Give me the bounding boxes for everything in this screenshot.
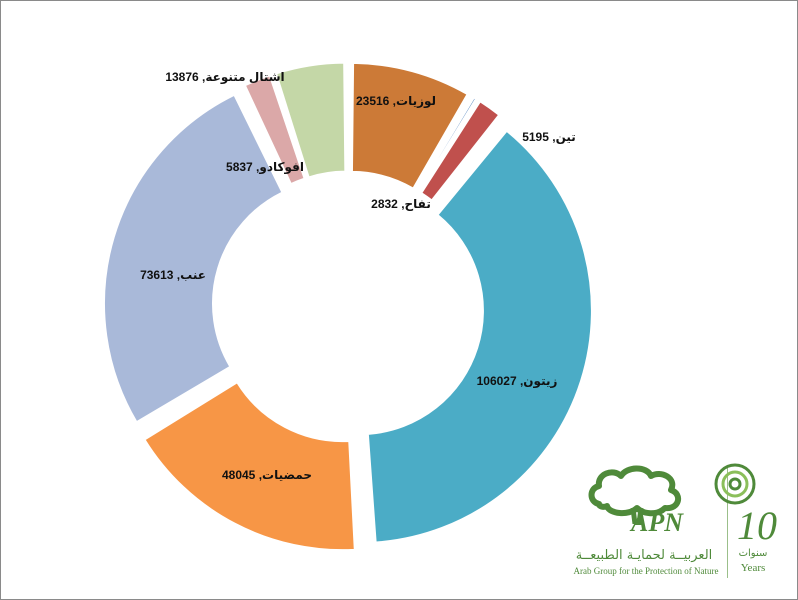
anniversary-english: Years bbox=[740, 562, 766, 574]
arabic-org-name: العربيــة لحمايـة الطبيعــة bbox=[575, 548, 713, 563]
slice-6 bbox=[244, 75, 305, 185]
anniversary-swirl-icon bbox=[714, 463, 756, 505]
slice-label-2: تين, 5195 bbox=[522, 130, 576, 144]
tree-logo-icon bbox=[588, 465, 682, 524]
slice-3 bbox=[367, 130, 592, 543]
extra-label-0: تفاح, 2832 bbox=[371, 197, 431, 211]
apn-logo: APN العربيــة لحمايـة الطبيعــة Arab Gro… bbox=[561, 456, 791, 596]
slice-2 bbox=[421, 101, 500, 201]
slice-label-7: اشتال متنوعة, 13876 bbox=[165, 70, 284, 85]
english-org-name: Arab Group for the Protection of Nature bbox=[573, 566, 719, 576]
slice-0 bbox=[351, 62, 468, 189]
anniversary-number: 10 bbox=[737, 503, 777, 548]
slice-group bbox=[104, 62, 592, 551]
slice-1 bbox=[417, 97, 477, 192]
anniversary-arabic: سنوات bbox=[738, 548, 768, 559]
slice-label-0: لوزيات, 23516 bbox=[356, 94, 436, 109]
slice-label-5: عنب, 73613 bbox=[140, 268, 206, 282]
slice-4 bbox=[144, 382, 355, 551]
logo-divider bbox=[727, 466, 728, 578]
slice-7 bbox=[276, 62, 346, 178]
label-group: لوزيات, 23516 تين, 5195 زيتون, 106027 حمضيا… bbox=[140, 70, 576, 482]
slice-5 bbox=[104, 94, 283, 423]
apn-wordmark: APN bbox=[631, 508, 683, 537]
slice-label-6: افوكادو, 5837 bbox=[226, 160, 304, 175]
slice-label-3: زيتون, 106027 bbox=[477, 374, 558, 389]
slice-label-4: حمضيات, 48045 bbox=[222, 468, 312, 482]
